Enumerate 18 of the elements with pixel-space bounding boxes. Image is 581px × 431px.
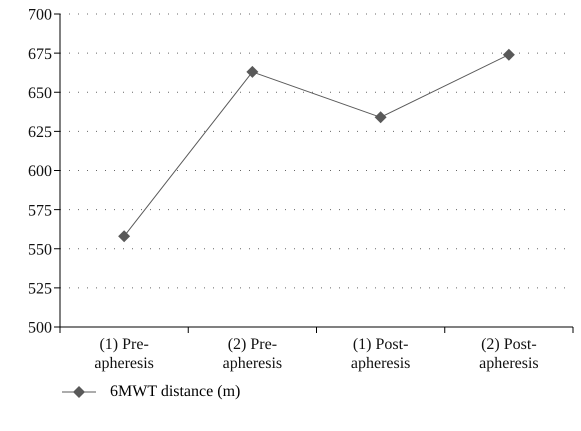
y-tick-label: 600	[28, 163, 52, 180]
point	[246, 66, 258, 78]
y-tick-label: 675	[28, 46, 52, 63]
y-tick-label: 525	[28, 280, 52, 298]
point	[502, 48, 515, 61]
x-tick-label: (2) Pre-apheresis	[222, 336, 282, 372]
y-tick-label: 700	[28, 6, 52, 24]
y-tick-label: 625	[28, 124, 52, 142]
x-tick-label: (1) Pre-apheresis	[94, 336, 154, 372]
legend-label: 6MWT distance (m)	[110, 383, 240, 401]
y-tick-label: 650	[28, 84, 52, 102]
x-tick-label: (1) Post-apheresis	[350, 336, 410, 372]
y-tick-label: 500	[28, 320, 52, 337]
point	[374, 111, 387, 124]
y-tick-label: 550	[28, 241, 52, 258]
y-tick-label: 575	[28, 202, 52, 220]
x-tick-label: (2) Post-apheresis	[479, 336, 539, 372]
point	[118, 230, 130, 242]
